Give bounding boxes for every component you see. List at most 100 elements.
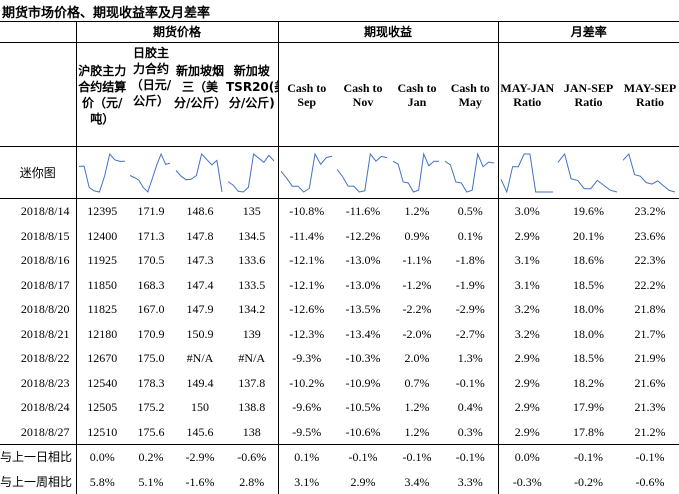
table-cell: 11850 [76,273,128,298]
col-header-cash-nov: Cash to Nov [335,43,391,147]
header-blank [0,43,76,147]
table-cell: 1.3% [443,346,498,371]
table-cell: 170.9 [128,322,174,347]
col-header-tocom: 日胶主力合约（日元/公斤） [128,43,174,147]
table-cell: 3.0% [498,199,556,224]
group-header-basis: 期现收益 [278,22,498,43]
col-header-may-sep: MAY-SEP Ratio [621,43,679,147]
table-cell: -1.9% [443,273,498,298]
table-cell: 175.2 [128,395,174,420]
row-date: 2018/8/16 [0,248,76,273]
table-cell: 171.9 [128,199,174,224]
summary-cell: -1.6% [174,470,226,494]
table-cell: 3.2% [498,297,556,322]
table-cell: 0.7% [391,371,443,396]
table-cell: 21.6% [621,371,679,396]
table-cell: #N/A [226,346,278,371]
page-title: 期货市场价格、期现收益率及月差率 [2,2,210,21]
summary-cell: -2.9% [174,445,226,470]
sparkline-cell [391,147,443,199]
summary-cell: -0.1% [556,445,621,470]
sparkline-line [501,154,553,192]
table-cell: 0.1% [443,224,498,249]
table-cell: 21.9% [621,346,679,371]
row-date: 2018/8/23 [0,371,76,396]
table-cell: -13.0% [335,248,391,273]
table-cell: 2.9% [498,395,556,420]
table-cell: -0.1% [443,371,498,396]
table-cell: 12180 [76,322,128,347]
summary-cell: 3.3% [443,470,498,494]
sparkline-line [337,154,387,192]
table-cell: 135 [226,199,278,224]
col-header-may-jan: MAY-JAN Ratio [498,43,556,147]
sparkline-line [281,154,332,192]
row-date: 2018/8/27 [0,420,76,445]
table-cell: -11.6% [335,199,391,224]
table-cell: -10.3% [335,346,391,371]
summary-cell: -0.2% [556,470,621,494]
table-cell: 12510 [76,420,128,445]
table-cell: -1.8% [443,248,498,273]
table-cell: 23.6% [621,224,679,249]
sparkline-line [558,154,617,192]
table-cell: 1.2% [391,199,443,224]
table-cell: -10.5% [335,395,391,420]
table-cell: -10.2% [278,371,335,396]
summary-cell: -0.1% [443,445,498,470]
row-date: 2018/8/17 [0,273,76,298]
row-date: 2018/8/20 [0,297,76,322]
table-cell: 178.3 [128,371,174,396]
table-cell: 23.2% [621,199,679,224]
sparkline-chart [499,151,555,195]
table-cell: 2.9% [498,346,556,371]
summary-cell: -0.3% [498,470,556,494]
sparkline-chart [335,151,389,195]
summary-cell: 0.0% [498,445,556,470]
sparkline-line [176,154,222,192]
summary-cell: 3.4% [391,470,443,494]
table-cell: 137.8 [226,371,278,396]
table-cell: 11925 [76,248,128,273]
sparkline-cell [621,147,679,199]
table-cell: 171.3 [128,224,174,249]
summary-cell: -0.1% [391,445,443,470]
sparkline-cell [76,147,128,199]
row-date: 2018/8/14 [0,199,76,224]
table-cell: -10.6% [335,420,391,445]
group-header-spread: 月差率 [498,22,679,43]
table-cell: 133.5 [226,273,278,298]
sparkline-cell [556,147,621,199]
col-header-rss3: 新加坡烟三（美分/公斤） [174,43,226,147]
table-cell: 19.6% [556,199,621,224]
summary-cell: 5.1% [128,470,174,494]
table-cell: -10.9% [335,371,391,396]
summary-cell: -0.6% [226,445,278,470]
summary-cell: -0.1% [335,445,391,470]
table-cell: 12540 [76,371,128,396]
sparkline-cell [128,147,174,199]
col-header-cash-jan: Cash to Jan [391,43,443,147]
summary-cell: 0.0% [76,445,128,470]
table-cell: -12.1% [278,248,335,273]
table-cell: 12400 [76,224,128,249]
sparkline-line [393,154,439,192]
row-date: 2018/8/15 [0,224,76,249]
table-cell: 150 [174,395,226,420]
sparkline-line [79,154,125,192]
market-table: 期货价格 期现收益 月差率 沪胶主力合约结算价（元/吨） 日胶主力合约（日元/公… [0,21,679,494]
col-header-tsr20: 新加坡TSR20(美分/公斤) [226,43,278,147]
row-date: 2018/8/21 [0,322,76,347]
table-cell: 2.9% [498,371,556,396]
table-cell: 21.7% [621,322,679,347]
table-cell: -2.7% [443,322,498,347]
table-cell: 147.3 [174,248,226,273]
table-cell: -2.0% [391,322,443,347]
sparkline-cell [226,147,278,199]
